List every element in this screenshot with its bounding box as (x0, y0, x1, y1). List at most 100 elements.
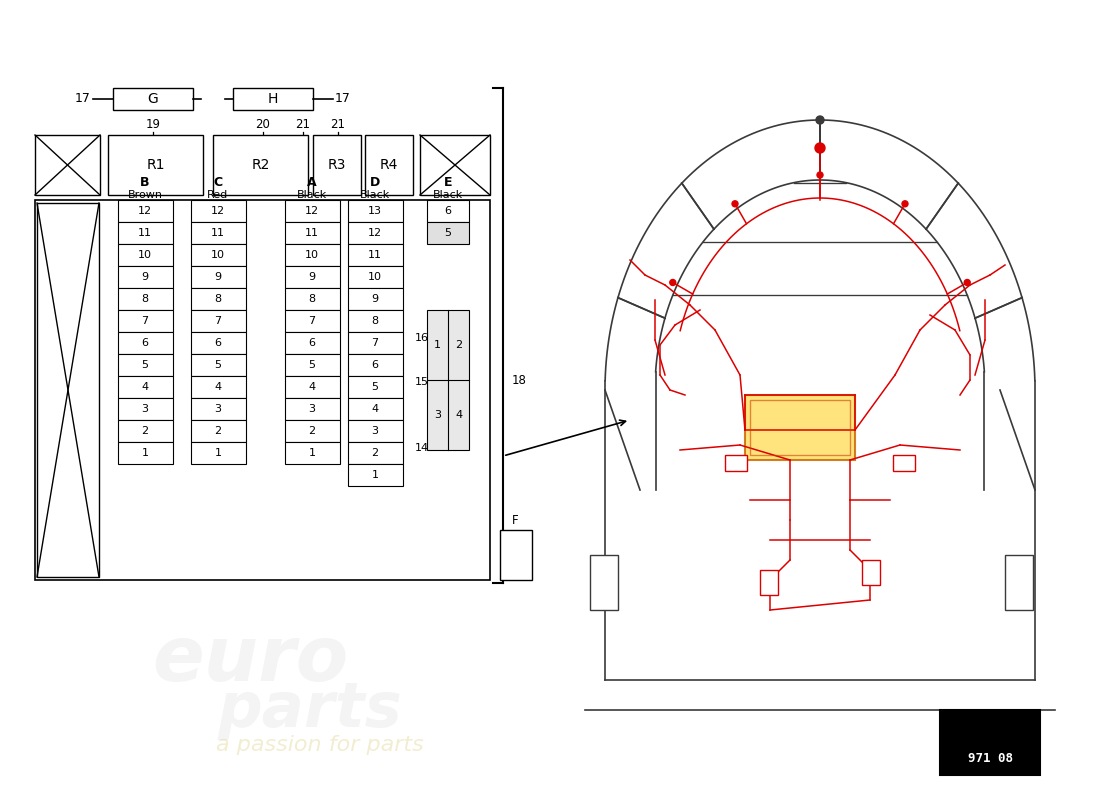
Text: 6: 6 (372, 360, 378, 370)
Text: 12: 12 (305, 206, 319, 216)
Bar (118, 200, 173, 222)
Bar (190, 398, 245, 420)
Bar (35, 135, 100, 195)
Bar (500, 530, 532, 580)
Text: 17: 17 (336, 93, 351, 106)
Text: 1: 1 (434, 340, 441, 350)
Text: R3: R3 (328, 158, 346, 172)
Text: R1: R1 (146, 158, 165, 172)
Text: a passion for parts: a passion for parts (216, 735, 424, 755)
Bar (190, 244, 245, 266)
Text: 7: 7 (372, 338, 378, 348)
Bar (285, 222, 340, 244)
Text: A: A (307, 175, 317, 189)
Text: 9: 9 (214, 272, 221, 282)
Text: 4: 4 (372, 404, 378, 414)
Text: D: D (370, 175, 381, 189)
Bar (285, 332, 340, 354)
Bar (213, 135, 308, 195)
Bar (118, 420, 173, 442)
Text: 17: 17 (75, 93, 91, 106)
Bar (190, 288, 245, 310)
Bar (348, 200, 403, 222)
Bar (348, 266, 403, 288)
Text: 2: 2 (455, 340, 462, 350)
Bar (35, 200, 490, 580)
Bar (745, 395, 855, 460)
Bar (118, 398, 173, 420)
Text: 1: 1 (142, 448, 148, 458)
Text: 1: 1 (308, 448, 316, 458)
Bar (285, 420, 340, 442)
Text: F: F (512, 514, 518, 526)
Text: 10: 10 (368, 272, 382, 282)
Text: 6: 6 (142, 338, 148, 348)
Text: 3: 3 (434, 410, 441, 420)
Text: 1: 1 (372, 470, 378, 480)
Bar (118, 266, 173, 288)
Text: Black: Black (433, 190, 463, 200)
Bar (190, 266, 245, 288)
Text: 5: 5 (308, 360, 316, 370)
Text: 11: 11 (211, 228, 226, 238)
Text: 2: 2 (214, 426, 221, 436)
Text: 6: 6 (214, 338, 221, 348)
Bar (190, 442, 245, 464)
Text: 5: 5 (372, 382, 378, 392)
Text: 12: 12 (211, 206, 226, 216)
Text: 8: 8 (214, 294, 221, 304)
Text: 3: 3 (142, 404, 148, 414)
Bar (427, 222, 469, 244)
Text: 12: 12 (138, 206, 152, 216)
Text: 8: 8 (142, 294, 148, 304)
Text: 7: 7 (308, 316, 316, 326)
Text: 7: 7 (214, 316, 221, 326)
Text: Brown: Brown (128, 190, 163, 200)
Bar (348, 222, 403, 244)
Text: 9: 9 (372, 294, 378, 304)
Bar (348, 442, 403, 464)
Bar (760, 570, 778, 595)
Text: H: H (267, 92, 278, 106)
Text: 8: 8 (372, 316, 378, 326)
Text: 18: 18 (512, 374, 527, 386)
Text: 10: 10 (138, 250, 152, 260)
Text: Black: Black (297, 190, 327, 200)
Bar (365, 135, 412, 195)
Bar (348, 244, 403, 266)
Text: 11: 11 (138, 228, 152, 238)
Text: B: B (141, 175, 150, 189)
Text: 3: 3 (372, 426, 378, 436)
Bar (750, 400, 850, 455)
Circle shape (670, 279, 675, 286)
Text: 10: 10 (211, 250, 226, 260)
Text: 3: 3 (214, 404, 221, 414)
Text: 6: 6 (444, 206, 451, 216)
Bar (1005, 555, 1033, 610)
Bar (37, 203, 99, 577)
Bar (285, 376, 340, 398)
Text: 5: 5 (214, 360, 221, 370)
Bar (118, 244, 173, 266)
Bar (348, 288, 403, 310)
Text: parts: parts (218, 680, 403, 740)
Bar (233, 88, 314, 110)
Bar (108, 135, 204, 195)
Circle shape (815, 143, 825, 153)
Text: 14: 14 (415, 443, 429, 453)
Text: 19: 19 (145, 118, 161, 131)
Text: 9: 9 (142, 272, 148, 282)
Text: 11: 11 (368, 250, 382, 260)
Text: 9: 9 (308, 272, 316, 282)
Text: 4: 4 (214, 382, 221, 392)
Text: E: E (443, 175, 452, 189)
Text: 5: 5 (142, 360, 148, 370)
Text: 2: 2 (308, 426, 316, 436)
Bar (118, 310, 173, 332)
Bar (118, 376, 173, 398)
Text: 4: 4 (308, 382, 316, 392)
Text: 10: 10 (305, 250, 319, 260)
Text: 3: 3 (308, 404, 316, 414)
Text: C: C (213, 175, 222, 189)
Bar (285, 288, 340, 310)
